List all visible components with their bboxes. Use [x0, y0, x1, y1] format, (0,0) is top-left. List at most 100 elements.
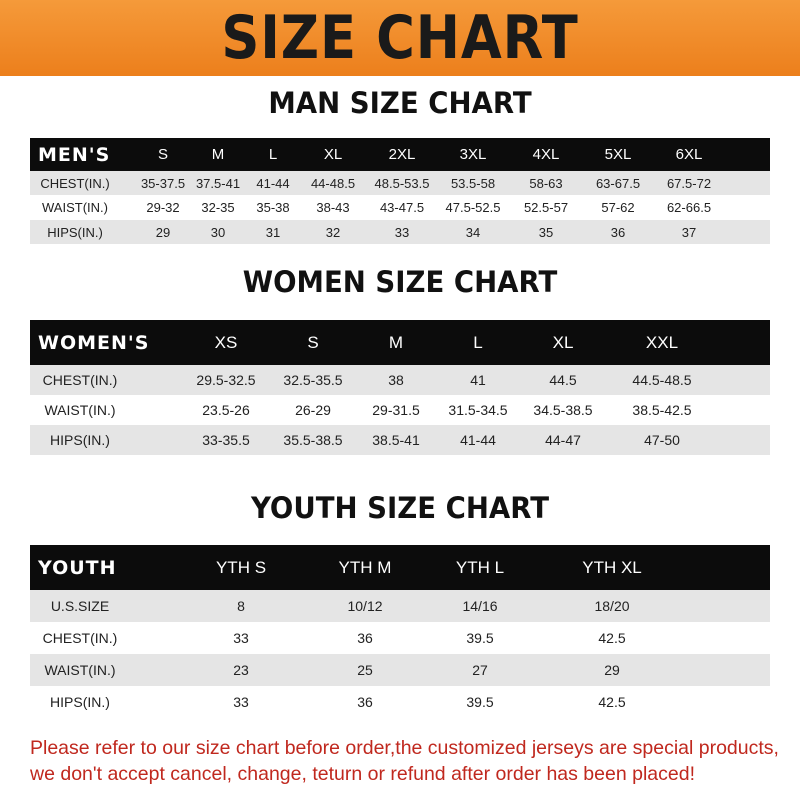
size-column-header: XXL — [645, 332, 679, 352]
table-cell: 26-29 — [295, 402, 331, 418]
table-cell: 33-35.5 — [202, 432, 250, 448]
table-cell: 37 — [681, 224, 697, 240]
banner: SIZE CHART — [0, 0, 800, 76]
table-cell: 31 — [265, 224, 281, 240]
measurement-label: HIPS(IN.) — [47, 224, 103, 240]
table-cell: 35-38 — [256, 200, 290, 215]
table-cell: 35 — [538, 224, 554, 240]
table-cell: 47.5-52.5 — [445, 200, 501, 215]
size-column-header: M — [211, 146, 225, 163]
measurement-label: HIPS(IN.) — [50, 694, 110, 710]
order-policy-note: Please refer to our size chart before or… — [30, 737, 779, 785]
table-cell: 42.5 — [598, 694, 626, 710]
table-cell: 33 — [233, 694, 249, 710]
table-cell: 32.5-35.5 — [283, 372, 343, 388]
measurement-label: CHEST(IN.) — [42, 372, 118, 388]
table-cell: 39.5 — [466, 630, 494, 646]
table-cell: 39.5 — [466, 694, 494, 710]
table-cell: 41-44 — [256, 175, 290, 191]
table-row: WAIST(IN.) 23.5-26 26-29 29-31.5 31.5-34.5 34… — [30, 395, 770, 425]
size-column-header: 5XL — [604, 146, 632, 163]
table-cell: 29-32 — [146, 200, 180, 215]
size-column-header: 4XL — [532, 146, 560, 163]
table-cell: 53.5-58 — [450, 175, 496, 191]
table-row: HIPS(IN.) 33 36 39.5 42.5 — [30, 686, 770, 718]
table-cell: 38.5-42.5 — [632, 402, 692, 418]
size-column-header: L — [473, 332, 483, 352]
youth-size-table: YOUTH YTH S YTH M YTH L YTH XL U.S.SIZE 8 10/12… — [30, 545, 770, 718]
table-cell: 14/16 — [462, 598, 498, 614]
measurement-label: U.S.SIZE — [50, 598, 110, 614]
table-cell: 35-37.5 — [140, 175, 186, 191]
table-cell: 10/12 — [347, 598, 383, 614]
table-cell: 37.5-41 — [195, 175, 241, 191]
table-cell: 34.5-38.5 — [533, 402, 593, 418]
table-header-row: YOUTH YTH S YTH M YTH L YTH XL — [30, 545, 770, 590]
table-cell: 36 — [610, 224, 626, 240]
table-cell: 67.5-72 — [666, 175, 712, 191]
table-cell: 36 — [357, 694, 373, 710]
table-cell: 38-43 — [316, 200, 350, 215]
table-row: CHEST(IN.) 35-37.5 37.5-41 41-44 44-48.5 48.5… — [30, 171, 770, 195]
table-cell: 29-31.5 — [372, 402, 420, 418]
table-cell: 52.5-57 — [523, 200, 569, 215]
table-cell: 25 — [357, 662, 373, 678]
table-cell: 63-67.5 — [595, 175, 641, 191]
size-column-header: 2XL — [388, 146, 416, 163]
banner-title: SIZE CHART — [221, 3, 579, 73]
size-column-header: XS — [214, 332, 238, 352]
table-cell: 33 — [233, 630, 249, 646]
size-column-header: S — [157, 146, 169, 163]
table-header-row: WOMEN'S XS S M L XL XXL — [30, 320, 770, 365]
table-category-label: WOMEN'S — [38, 331, 150, 354]
measurement-label: WAIST(IN.) — [44, 662, 116, 678]
table-cell: 44-47 — [545, 432, 581, 448]
size-column-header: YTH XL — [582, 557, 642, 577]
table-cell: 29 — [604, 662, 620, 678]
size-column-header: YTH M — [338, 557, 392, 577]
size-column-header: XL — [552, 332, 574, 352]
men-section-title: MAN SIZE CHART — [268, 86, 532, 120]
measurement-label: CHEST(IN.) — [40, 175, 110, 191]
table-row: U.S.SIZE 8 10/12 14/16 18/20 — [30, 590, 770, 622]
table-cell: 36 — [357, 630, 373, 646]
table-cell: 33 — [394, 224, 410, 240]
table-cell: 44.5 — [549, 372, 577, 388]
table-category-label: YOUTH — [38, 556, 117, 579]
youth-section-title: YOUTH SIZE CHART — [250, 491, 550, 525]
table-row: CHEST(IN.) 29.5-32.5 32.5-35.5 38 41 44.5 44.5… — [30, 365, 770, 395]
size-column-header: M — [388, 332, 404, 352]
size-column-header: 3XL — [459, 146, 487, 163]
table-cell: 23.5-26 — [202, 402, 250, 418]
table-cell: 41-44 — [460, 432, 496, 448]
table-row: HIPS(IN.) 33-35.5 35.5-38.5 38.5-41 41-44 44-… — [30, 425, 770, 455]
table-cell: 41 — [470, 372, 486, 388]
table-cell: 32 — [325, 224, 341, 240]
size-column-header: YTH L — [455, 557, 505, 577]
table-cell: 27 — [472, 662, 488, 678]
table-cell: 58-63 — [529, 175, 563, 191]
table-cell: 57-62 — [601, 200, 635, 215]
table-row: WAIST(IN.) 23 25 27 29 — [30, 654, 770, 686]
table-cell: 18/20 — [594, 598, 630, 614]
table-cell: 62-66.5 — [666, 200, 712, 215]
table-cell: 29.5-32.5 — [196, 372, 256, 388]
size-column-header: S — [307, 332, 319, 352]
table-category-label: MEN'S — [38, 143, 111, 166]
size-column-header: XL — [323, 146, 343, 163]
measurement-label: WAIST(IN.) — [44, 402, 116, 418]
size-column-header: YTH S — [215, 557, 267, 577]
table-cell: 48.5-53.5 — [374, 175, 430, 191]
table-cell: 35.5-38.5 — [283, 432, 343, 448]
table-cell: 42.5 — [598, 630, 626, 646]
women-size-table: WOMEN'S XS S M L XL XXL CHEST(IN.) 29.5-32.5 32.5… — [30, 320, 770, 455]
table-row: HIPS(IN.) 29 30 31 32 33 34 35 36 37 — [30, 220, 770, 244]
men-size-table: MEN'S S M L XL 2XL 3XL 4XL 5XL 6XL CHEST(IN.) 35-37… — [30, 138, 770, 244]
table-cell: 47-50 — [644, 432, 680, 448]
table-cell: 8 — [237, 598, 245, 614]
table-cell: 23 — [233, 662, 249, 678]
table-cell: 43-47.5 — [379, 200, 425, 215]
measurement-label: WAIST(IN.) — [42, 200, 108, 215]
table-row: WAIST(IN.) 29-32 32-35 35-38 38-43 43-47.5 47.… — [30, 195, 770, 220]
size-column-header: 6XL — [675, 146, 703, 163]
